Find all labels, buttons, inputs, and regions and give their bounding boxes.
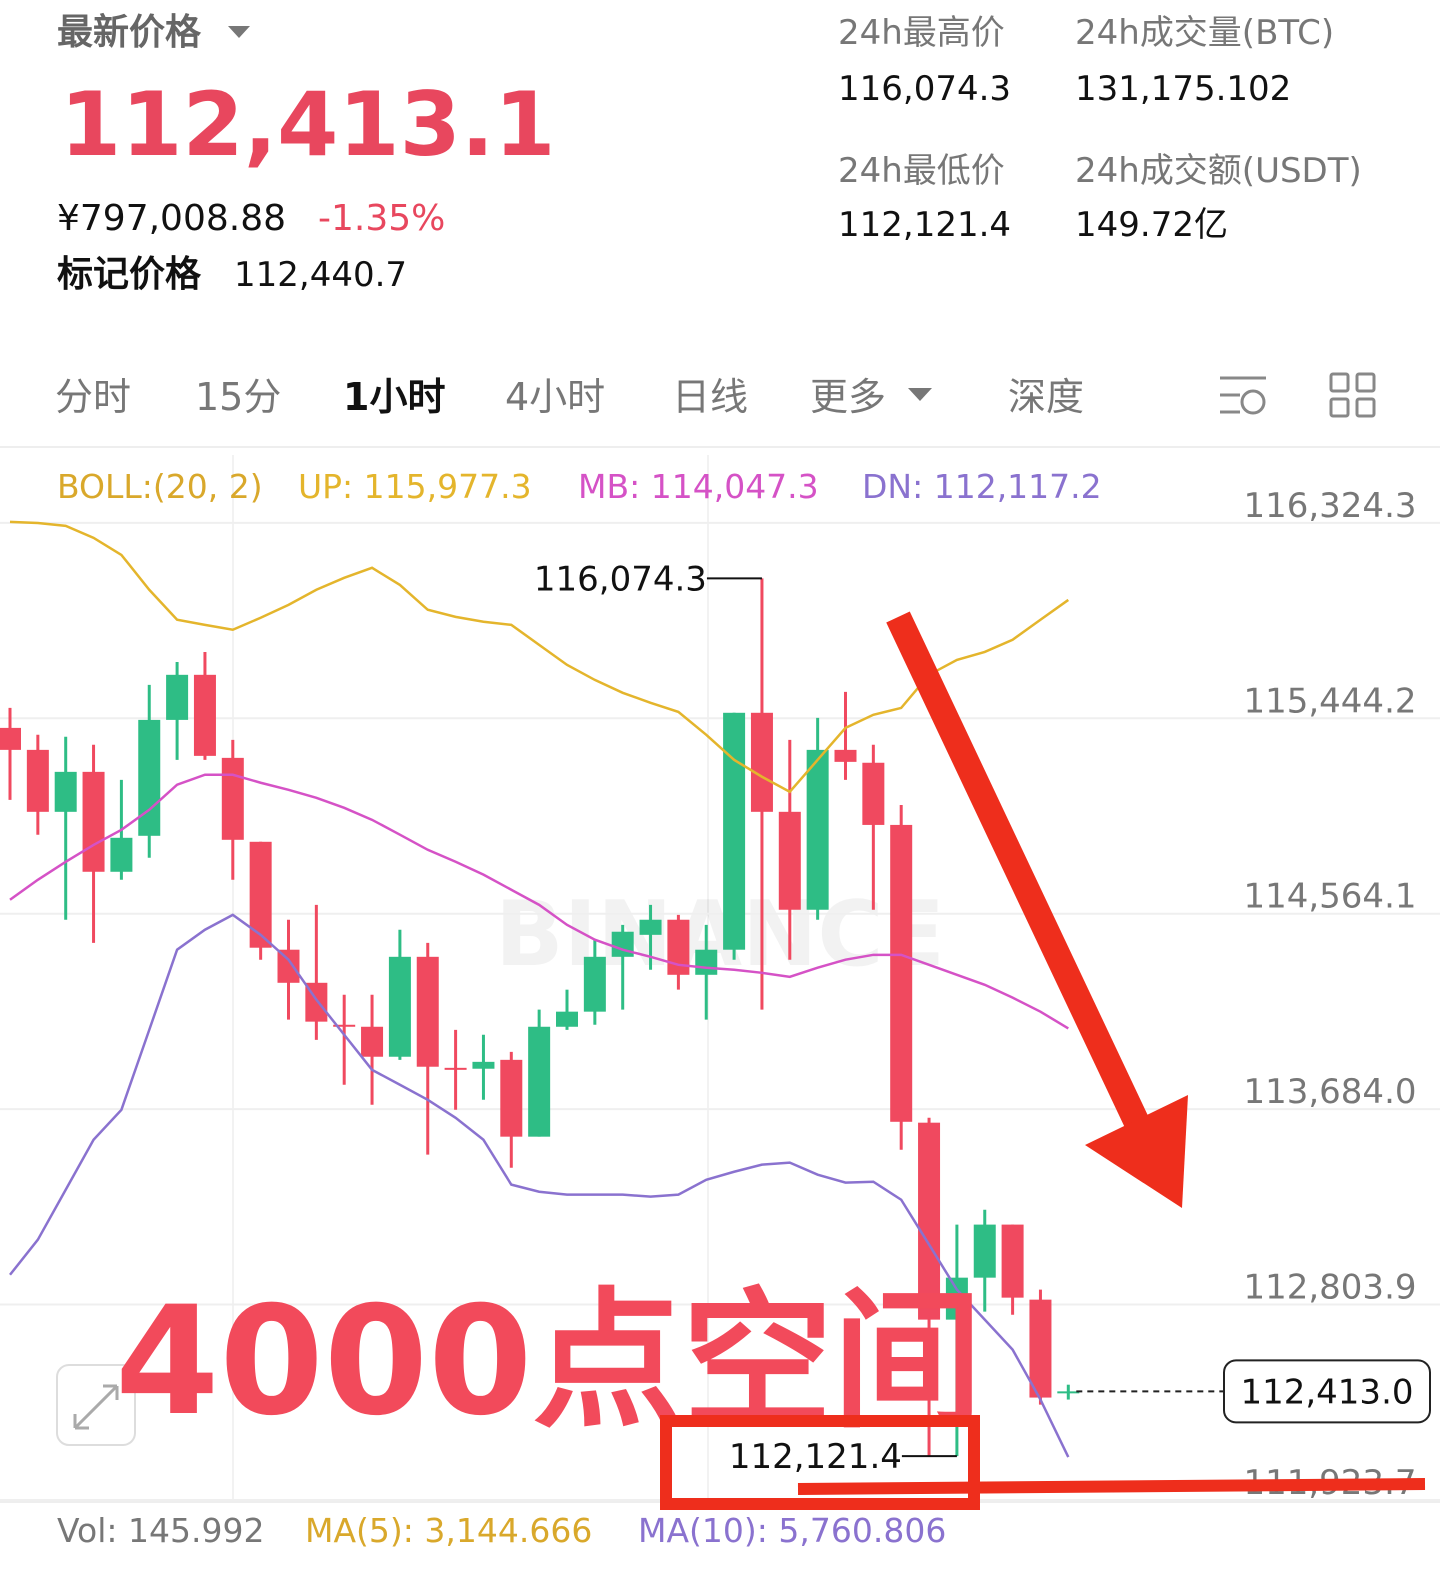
- stat-label: 24h最高价: [838, 13, 1005, 53]
- tab[interactable]: 分时: [55, 375, 131, 419]
- last-price: 112,413.1: [60, 73, 555, 176]
- indicator-label: BOLL:(20, 2): [57, 467, 263, 506]
- candle-body: [193, 674, 216, 756]
- candle-body: [361, 1026, 384, 1057]
- dropdown-icon[interactable]: [228, 26, 250, 38]
- stat-value: 131,175.102: [1075, 69, 1291, 109]
- boll-line: [9, 520, 1070, 794]
- legend-entry: MB: 114,047.3: [578, 467, 819, 506]
- candle-body: [750, 712, 773, 812]
- candle-body: [138, 719, 161, 836]
- tab[interactable]: 4小时: [505, 375, 605, 419]
- stat-label: 24h成交量(BTC): [1075, 13, 1334, 53]
- layout-icon[interactable]: [1329, 372, 1376, 418]
- change: -1.35%: [318, 198, 445, 239]
- watermark: BINANCE: [495, 882, 945, 987]
- red-arrow-head: [1085, 1095, 1188, 1208]
- legend-entry: DN: 112,117.2: [862, 467, 1102, 506]
- candle-body: [862, 762, 885, 825]
- candle-body: [834, 749, 857, 762]
- volume: Vol: 145.992: [57, 1511, 264, 1550]
- y-tick-label: 113,684.0: [1243, 1072, 1416, 1112]
- candle-body: [416, 956, 439, 1067]
- red-line: [797, 1478, 1426, 1495]
- candle-body: [918, 1122, 941, 1320]
- last-price-label: 112,413.0: [1240, 1372, 1413, 1412]
- y-tick-label: 116,324.3: [1243, 486, 1416, 526]
- candle-body: [221, 757, 244, 840]
- tab[interactable]: 1小时: [343, 375, 445, 419]
- cny-price: ¥797,008.88: [57, 198, 286, 239]
- tab[interactable]: 深度: [1008, 375, 1084, 419]
- candle-body: [166, 674, 189, 720]
- candle-body: [695, 949, 718, 975]
- candle-body: [611, 931, 634, 957]
- candle-body: [0, 727, 21, 750]
- expand-icon: [73, 1384, 119, 1430]
- settings-icon[interactable]: [1220, 376, 1266, 415]
- y-tick-label: 112,803.9: [1243, 1268, 1416, 1308]
- stat-value: 149.72亿: [1075, 205, 1228, 245]
- ma5: MA(5): 3,144.666: [305, 1511, 592, 1550]
- candle-body: [556, 1011, 578, 1027]
- candle-body: [500, 1059, 523, 1137]
- candle-body: [444, 1067, 467, 1070]
- red-box: [660, 1415, 980, 1510]
- legend-entry: UP: 115,977.3: [298, 467, 532, 506]
- candle-body: [54, 771, 77, 812]
- y-tick-label: 114,564.1: [1243, 877, 1416, 917]
- candle-body: [583, 956, 606, 1012]
- candle-body: [1029, 1299, 1052, 1398]
- mark-price: 112,440.7: [234, 255, 407, 295]
- candle-body: [778, 811, 801, 910]
- tab[interactable]: 15分: [195, 375, 281, 419]
- mark-label: 标记价格: [57, 254, 202, 295]
- candle-body: [806, 749, 829, 910]
- candle-body: [82, 771, 105, 872]
- candle-body: [973, 1224, 996, 1278]
- candle-body: [667, 919, 690, 975]
- ma10: MA(10): 5,760.806: [638, 1511, 946, 1550]
- min-label: 112,121.4: [729, 1437, 902, 1477]
- candle-body: [277, 949, 300, 983]
- boll-line: [9, 773, 1069, 1030]
- tab[interactable]: 日线: [672, 375, 748, 419]
- candle-body: [333, 1024, 356, 1027]
- boll-line: [9, 913, 1070, 1458]
- stat-value: 116,074.3: [838, 69, 1011, 109]
- candle-body: [945, 1277, 968, 1320]
- candle-body: [890, 824, 913, 1122]
- stat-label: 24h成交额(USDT): [1075, 151, 1362, 191]
- candle-body: [388, 956, 411, 1057]
- candle-body: [472, 1061, 495, 1069]
- tab[interactable]: 更多: [810, 375, 886, 419]
- candle-body: [639, 919, 662, 935]
- candle-body: [723, 712, 746, 950]
- stat-value: 112,121.4: [838, 205, 1011, 245]
- red-arrow: [886, 611, 1150, 1131]
- y-tick-label: 115,444.2: [1243, 681, 1416, 721]
- dropdown-icon: [908, 388, 932, 401]
- last-price-box: [1223, 1359, 1431, 1424]
- candle-body: [528, 1026, 551, 1137]
- candle-body: [1057, 1391, 1080, 1394]
- candle-body: [249, 841, 272, 948]
- stat-label: 24h最低价: [838, 151, 1005, 191]
- candle-body: [26, 749, 49, 812]
- candle-body: [1001, 1224, 1024, 1298]
- max-label: 116,074.3: [534, 559, 707, 599]
- price-title[interactable]: 最新价格: [57, 12, 202, 53]
- candle-body: [110, 837, 133, 872]
